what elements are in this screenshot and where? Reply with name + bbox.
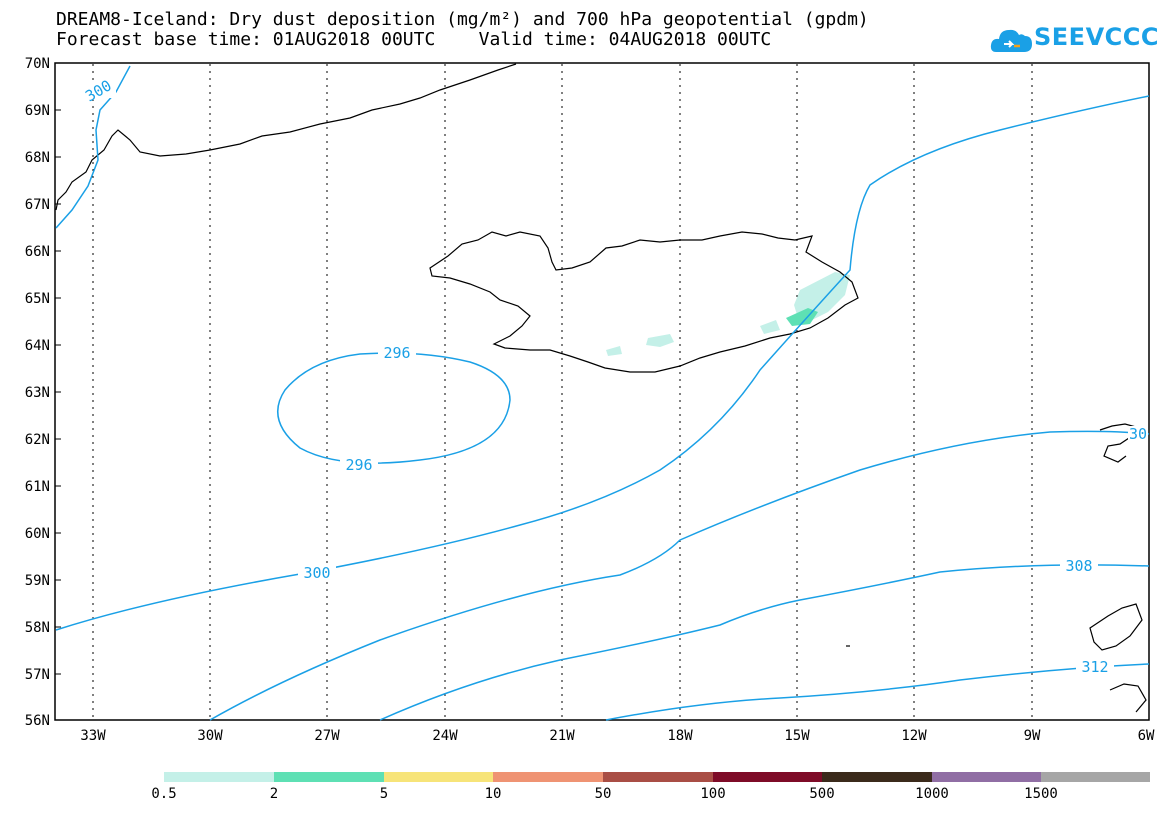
- colorbar-swatch: [493, 772, 603, 782]
- lat-label: 63N: [25, 385, 50, 401]
- colorbar-label: 0.5: [151, 786, 176, 802]
- lon-label: 15W: [784, 728, 810, 744]
- map-subtitle: Forecast base time: 01AUG2018 00UTC Vali…: [56, 29, 772, 50]
- lon-label: 6W: [1138, 728, 1155, 744]
- lon-label: 9W: [1024, 728, 1041, 744]
- colorbar-swatch: [603, 772, 713, 782]
- lat-label: 57N: [25, 667, 50, 683]
- colorbar-swatch: [164, 772, 274, 782]
- contour-label: 308: [1065, 557, 1092, 575]
- lon-label: 33W: [80, 728, 106, 744]
- lat-label: 56N: [25, 713, 50, 729]
- dust-deposition-field: [606, 272, 850, 356]
- colorbar-label: 1000: [915, 786, 949, 802]
- lon-label: 18W: [667, 728, 693, 744]
- latitude-labels: 70N 69N 68N 67N 66N 65N 64N 63N 62N 61N …: [25, 56, 50, 729]
- lon-label: 21W: [549, 728, 575, 744]
- lat-label: 68N: [25, 150, 50, 166]
- lon-label: 27W: [314, 728, 340, 744]
- lat-label: 62N: [25, 432, 50, 448]
- contour-label: 296: [383, 344, 410, 362]
- map-title: DREAM8-Iceland: Dry dust deposition (mg/…: [56, 9, 869, 30]
- lat-label: 66N: [25, 244, 50, 260]
- colorbar-swatch: [932, 772, 1041, 782]
- coastlines: [55, 63, 1147, 713]
- lon-label: 30W: [197, 728, 223, 744]
- cloud-icon: [990, 29, 1032, 52]
- colorbar-label: 5: [380, 786, 388, 802]
- lat-label: 70N: [25, 56, 50, 72]
- contour-label: 30: [1129, 425, 1147, 443]
- lat-label: 65N: [25, 291, 50, 307]
- colorbar-swatch: [274, 772, 384, 782]
- colorbar-swatch: [384, 772, 493, 782]
- colorbar-label: 500: [809, 786, 834, 802]
- longitude-labels: 33W 30W 27W 24W 21W 18W 15W 12W 9W 6W: [80, 728, 1155, 744]
- longitude-gridlines: [92, 64, 1033, 720]
- lat-label: 67N: [25, 197, 50, 213]
- colorbar-label: 10: [485, 786, 502, 802]
- lat-label: 69N: [25, 103, 50, 119]
- tick-marks: [55, 62, 61, 721]
- colorbar-swatch: [713, 772, 822, 782]
- colorbar-label: 50: [595, 786, 612, 802]
- map-frame: [54, 62, 1150, 721]
- lat-label: 61N: [25, 479, 50, 495]
- lon-label: 24W: [432, 728, 458, 744]
- colorbar-label: 1500: [1024, 786, 1058, 802]
- colorbar-swatch: [1041, 772, 1150, 782]
- contour-label: 300: [303, 564, 330, 582]
- contour-labels: 300 296 296 300 308 312 30: [80, 76, 1148, 676]
- colorbar: 0.5 2 5 10 50 100 500 1000 1500: [151, 772, 1150, 802]
- colorbar-swatch: [822, 772, 932, 782]
- lon-label: 12W: [901, 728, 927, 744]
- logo-text: SEEVCCC: [1034, 23, 1159, 51]
- lat-label: 64N: [25, 338, 50, 354]
- colorbar-label: 2: [270, 786, 278, 802]
- lat-label: 59N: [25, 573, 50, 589]
- contour-label: 312: [1081, 658, 1108, 676]
- lat-label: 60N: [25, 526, 50, 542]
- lat-label: 58N: [25, 620, 50, 636]
- contour-label: 296: [345, 456, 372, 474]
- colorbar-label: 100: [700, 786, 725, 802]
